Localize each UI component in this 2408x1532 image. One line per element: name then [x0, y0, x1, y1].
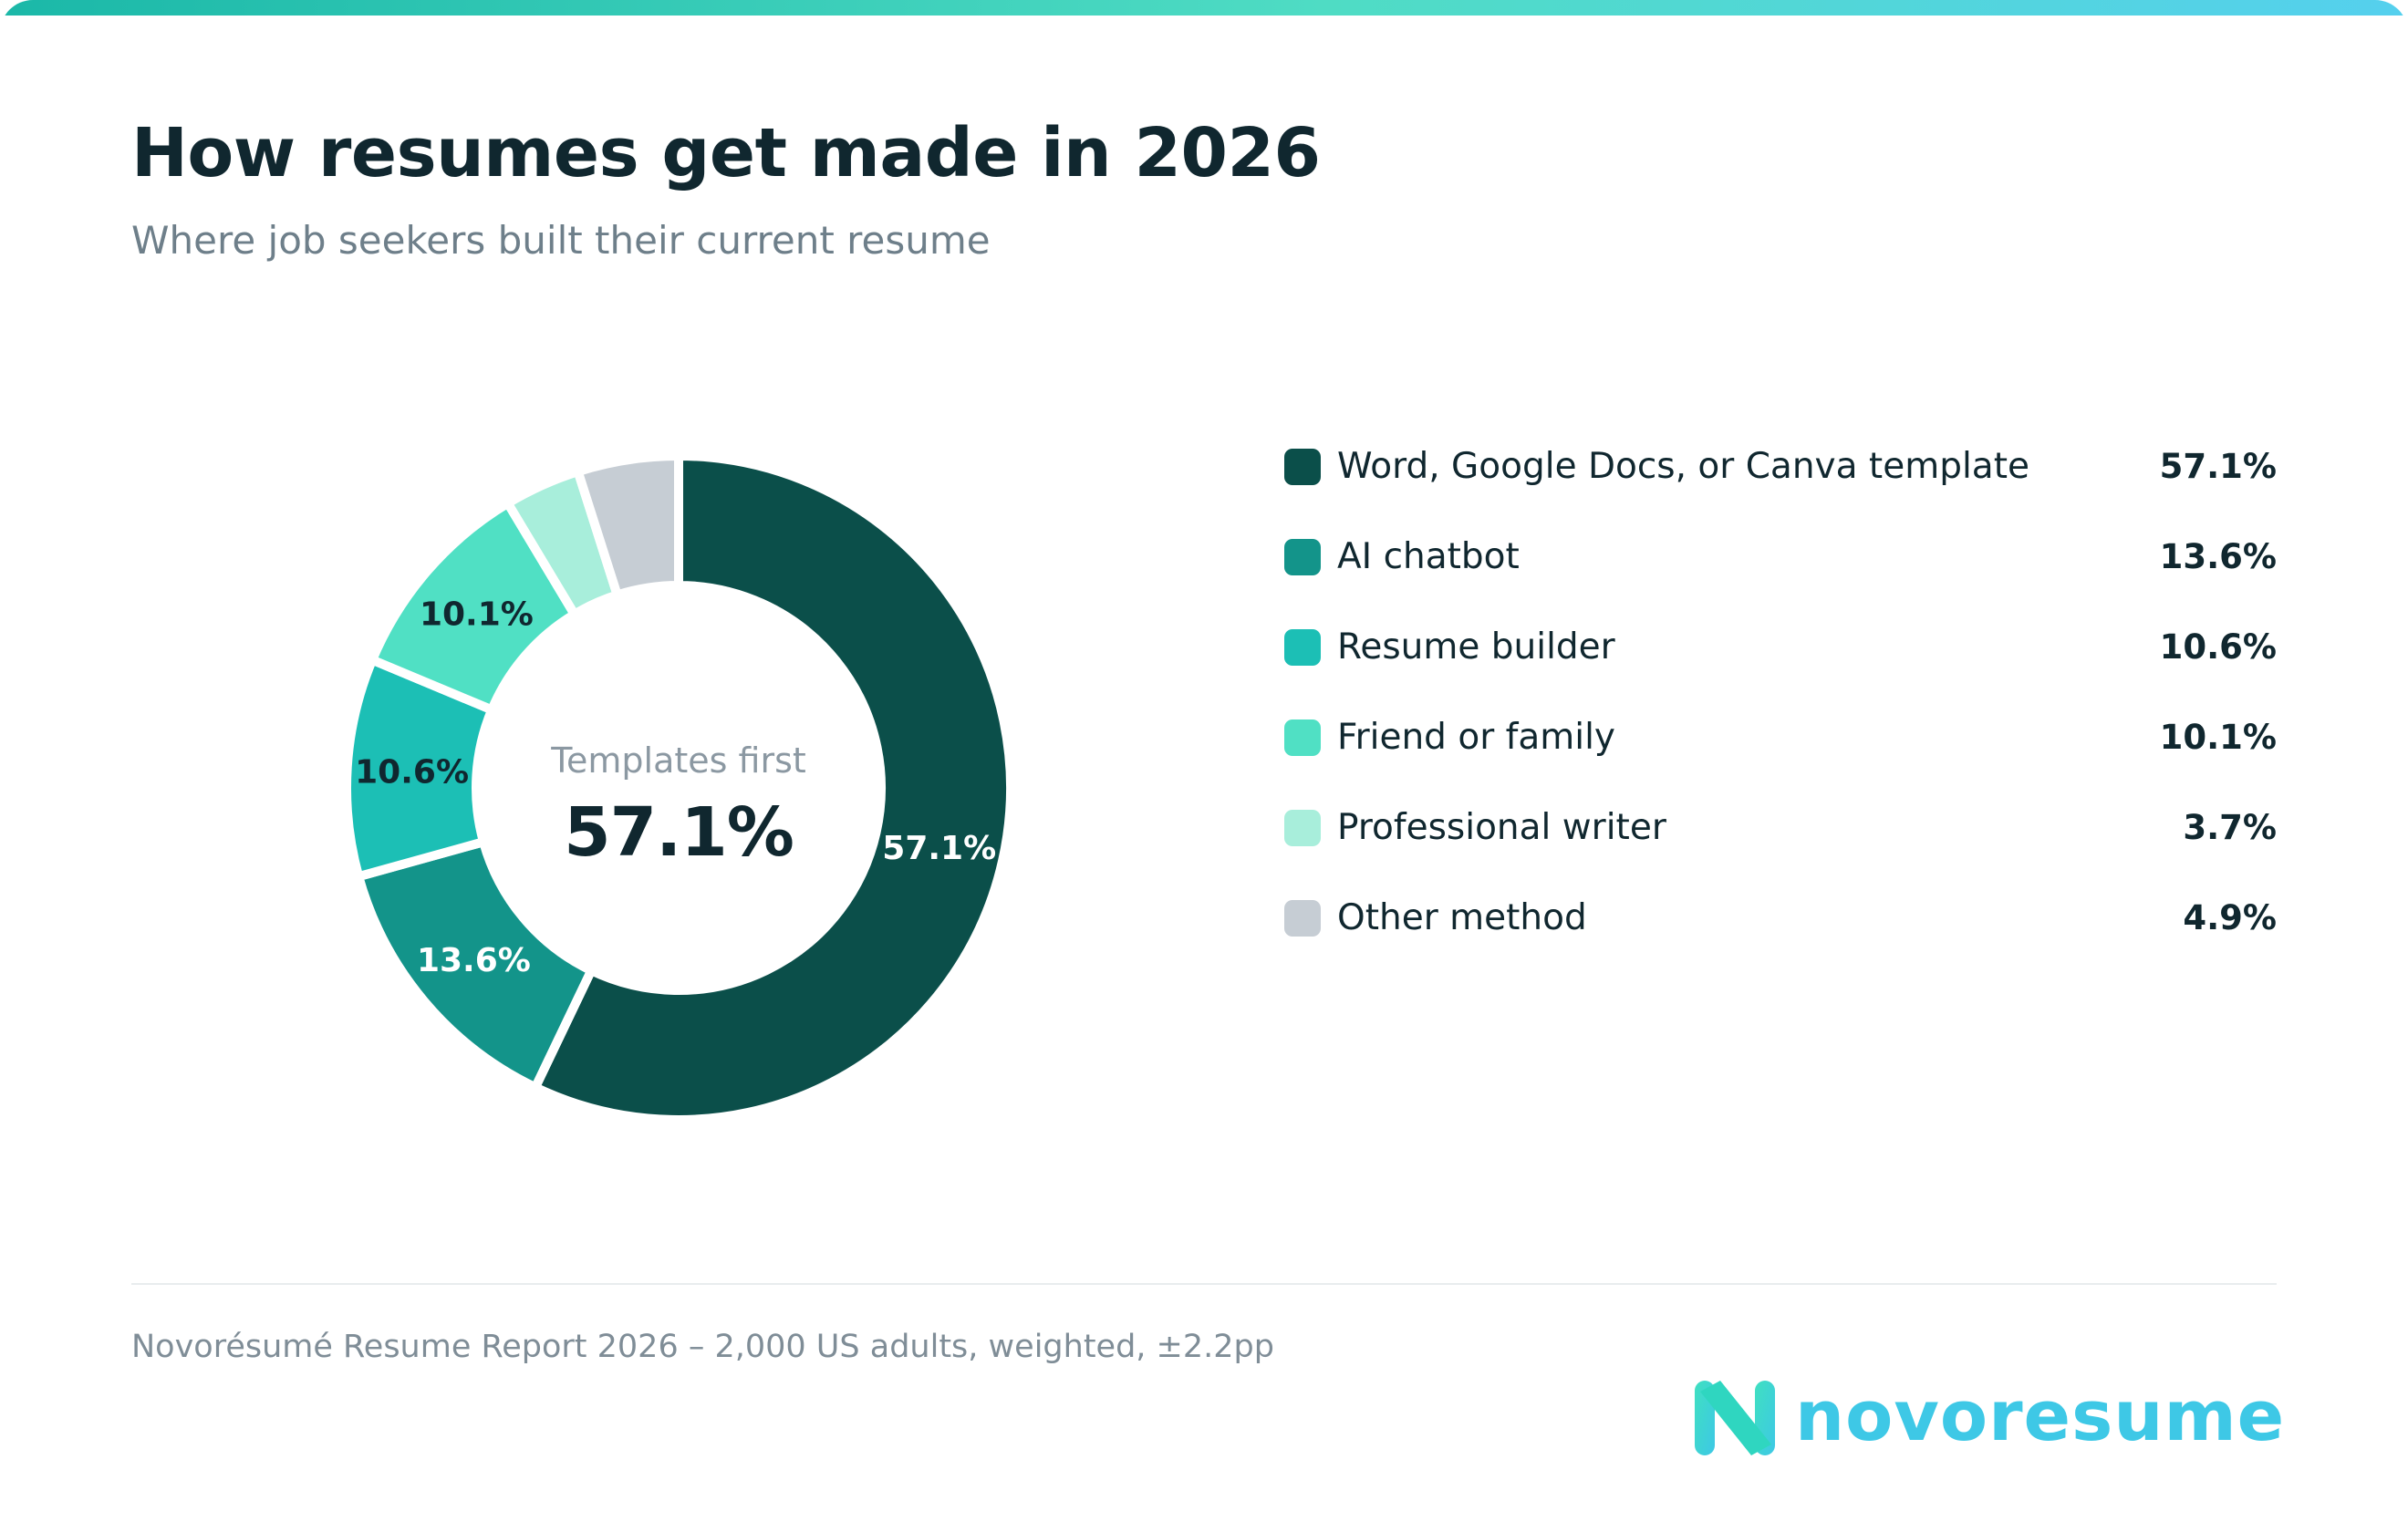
source-note: Novorésumé Resume Report 2026 – 2,000 US…	[131, 1329, 1274, 1365]
legend-label: AI chatbot	[1337, 536, 1520, 577]
slice-label-friend-or-family: 10.1%	[420, 595, 534, 633]
legend-item-word-google-docs-or-canva-template: Word, Google Docs, or Canva template 57.1…	[1284, 436, 2277, 526]
chart-subtitle: Where job seekers built their current re…	[131, 218, 991, 263]
legend-item-friend-or-family: Friend or family 10.1%	[1284, 707, 2277, 797]
legend: Word, Google Docs, or Canva template 57.1…	[1284, 436, 2277, 978]
legend-value: 4.9%	[2183, 898, 2277, 937]
legend-value: 13.6%	[2159, 537, 2277, 576]
legend-item-resume-builder: Resume builder 10.6%	[1284, 616, 2277, 707]
legend-item-other-method: Other method 4.9%	[1284, 887, 2277, 978]
brand: novoresume	[1693, 1375, 2284, 1461]
legend-swatch	[1284, 719, 1321, 756]
legend-value: 3.7%	[2183, 808, 2277, 847]
slice-label-ai-chatbot: 13.6%	[417, 942, 531, 979]
chart-title: How resumes get made in 2026	[131, 114, 1321, 192]
legend-value: 10.1%	[2159, 718, 2277, 757]
legend-label: Resume builder	[1337, 626, 1615, 668]
legend-swatch	[1284, 900, 1321, 937]
novoresume-n-logo-icon	[1695, 1381, 1775, 1455]
slice-label-resume-builder: 10.6%	[355, 754, 469, 792]
legend-swatch	[1284, 629, 1321, 666]
slice-other-method	[573, 451, 683, 600]
legend-label: Word, Google Docs, or Canva template	[1337, 446, 2029, 487]
legend-item-ai-chatbot: AI chatbot 13.6%	[1284, 526, 2277, 616]
legend-value: 10.6%	[2159, 627, 2277, 667]
center-value: 57.1%	[564, 793, 794, 872]
legend-swatch	[1284, 449, 1321, 485]
brand-name: novoresume	[1795, 1375, 2286, 1456]
slice-word-google-docs-or-canva-template	[530, 451, 1015, 1124]
legend-label: Other method	[1337, 897, 1587, 938]
legend-item-professional-writer: Professional writer 3.7%	[1284, 797, 2277, 887]
accent-bar	[0, 0, 2408, 16]
legend-label: Professional writer	[1337, 807, 1666, 848]
center-label: Templates first	[551, 740, 806, 781]
legend-swatch	[1284, 810, 1321, 846]
legend-value: 57.1%	[2159, 447, 2277, 486]
legend-label: Friend or family	[1337, 717, 1615, 758]
slice-label-word-google-docs-or-canva-template: 57.1%	[882, 830, 996, 867]
legend-swatch	[1284, 539, 1321, 575]
footer-divider	[131, 1283, 2277, 1285]
